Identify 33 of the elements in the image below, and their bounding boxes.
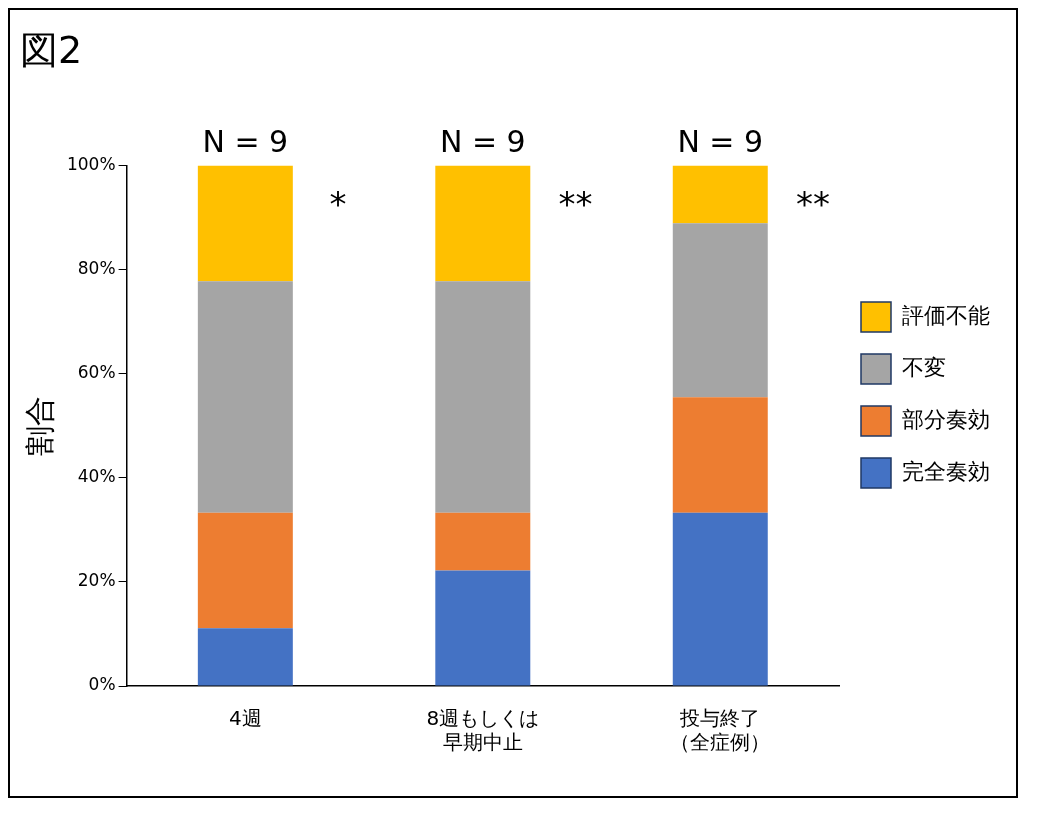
bar (435, 512, 531, 571)
bar (435, 570, 531, 686)
y-tick-label: 60% (77, 362, 116, 383)
annotation: N = 9 (202, 124, 289, 160)
annotation: N = 9 (677, 124, 764, 160)
y-axis-title: 割合 (21, 395, 57, 456)
y-tick-label: 100% (66, 154, 116, 175)
bar (435, 281, 531, 513)
bar (672, 165, 768, 224)
annotation: ** (558, 184, 593, 225)
y-tick-label: 40% (77, 466, 116, 487)
y-tick-label: 80% (77, 258, 116, 279)
chart-title: 図2 (20, 27, 83, 72)
legend-label: 完全奏効 (902, 458, 990, 484)
bar (435, 165, 531, 282)
annotation: * (329, 184, 347, 225)
bar (197, 512, 293, 629)
legend-label: 部分奏効 (902, 406, 990, 432)
bar (197, 281, 293, 513)
bar (197, 165, 293, 282)
x-tick-label: 投与終了（全症例） (670, 706, 771, 755)
y-tick-label: 20% (77, 570, 116, 591)
annotation: ** (795, 184, 830, 225)
y-tick-label: 0% (88, 674, 116, 695)
legend-label: 不変 (902, 354, 946, 380)
bar (197, 628, 293, 686)
bar (672, 223, 768, 398)
bar (672, 512, 768, 686)
annotation: N = 9 (439, 124, 526, 160)
legend-label: 評価不能 (902, 302, 990, 328)
x-tick-label: 8週もしくは早期中止 (426, 706, 540, 755)
x-tick-label: 4週 (228, 706, 262, 731)
bar (672, 397, 768, 513)
